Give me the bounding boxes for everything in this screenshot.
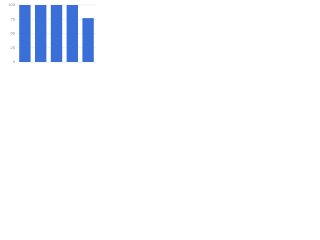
bar	[66, 5, 78, 62]
y-tick-label: 50	[11, 31, 16, 36]
chart: 0 25 50 75 100	[8, 2, 96, 64]
bar	[82, 18, 94, 62]
bar	[19, 5, 31, 62]
y-tick-label: 75	[11, 16, 16, 21]
y-tick-label: 25	[11, 45, 16, 50]
bar	[35, 5, 47, 62]
y-tick-label: 100	[8, 2, 15, 7]
bar	[50, 5, 63, 62]
y-tick-label: 0	[13, 59, 16, 64]
